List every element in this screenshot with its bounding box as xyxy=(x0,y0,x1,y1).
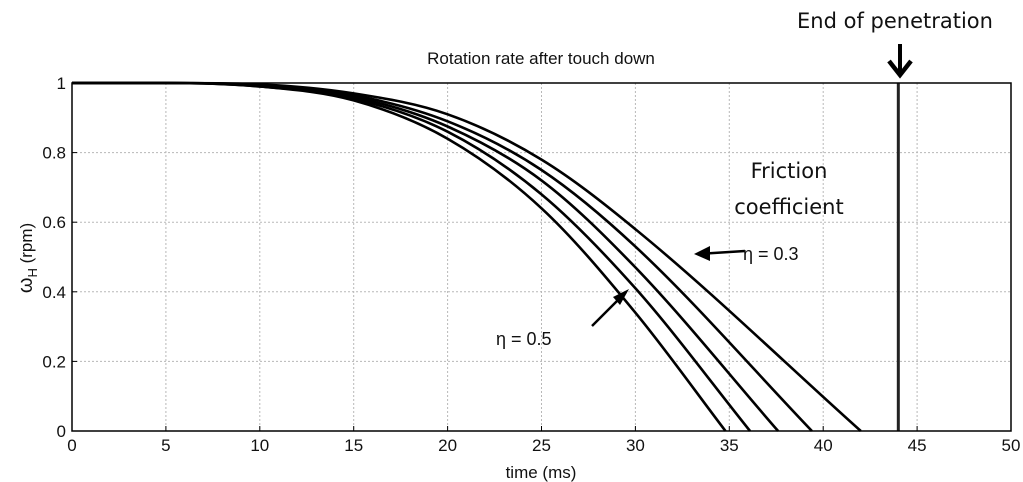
eta-low-label: η = 0.5 xyxy=(496,329,552,349)
y-tick-label: 0.8 xyxy=(42,144,66,163)
y-axis-label: ωH (rpm) xyxy=(15,223,40,293)
x-tick-label: 35 xyxy=(720,436,739,455)
end-of-penetration-label: End of penetration xyxy=(797,9,993,33)
curve-3 xyxy=(72,81,780,432)
arrow-eta-high-icon xyxy=(694,246,746,261)
down-arrow-icon xyxy=(887,44,913,79)
chart-title: Rotation rate after touch down xyxy=(427,49,655,68)
x-tick-label: 20 xyxy=(438,436,457,455)
y-axis-symbol: ω xyxy=(15,278,37,294)
x-tick-label: 10 xyxy=(250,436,269,455)
y-axis-unit: (rpm) xyxy=(17,223,36,264)
svg-text:ωH (rpm): ωH (rpm) xyxy=(15,223,40,293)
x-tick-label: 40 xyxy=(814,436,833,455)
curve-2 xyxy=(72,81,752,432)
curve-1 xyxy=(72,81,727,432)
x-tick-label: 45 xyxy=(908,436,927,455)
y-tick-label: 0.4 xyxy=(42,283,66,302)
x-tick-label: 50 xyxy=(1002,436,1021,455)
x-tick-label: 0 xyxy=(67,436,76,455)
eta-high-label: η = 0.3 xyxy=(743,244,799,264)
y-tick-label: 1 xyxy=(57,74,66,93)
grid-lines xyxy=(72,83,1011,431)
friction-label-line1: Friction xyxy=(751,159,828,183)
y-axis-subscript: H xyxy=(25,268,40,277)
axis-ticks: 0 5 10 15 20 25 30 35 40 45 50 0 0.2 0.4 0.6 0.8 1 xyxy=(42,74,1020,455)
y-tick-label: 0.6 xyxy=(42,213,66,232)
arrow-eta-low-icon xyxy=(591,289,629,327)
friction-label-line2: coefficient xyxy=(734,195,843,219)
x-tick-label: 15 xyxy=(344,436,363,455)
x-tick-label: 30 xyxy=(626,436,645,455)
x-tick-label: 25 xyxy=(532,436,551,455)
x-tick-label: 5 xyxy=(161,436,170,455)
y-tick-label: 0 xyxy=(57,422,66,441)
x-axis-label: time (ms) xyxy=(506,463,577,482)
y-tick-label: 0.2 xyxy=(42,352,66,371)
